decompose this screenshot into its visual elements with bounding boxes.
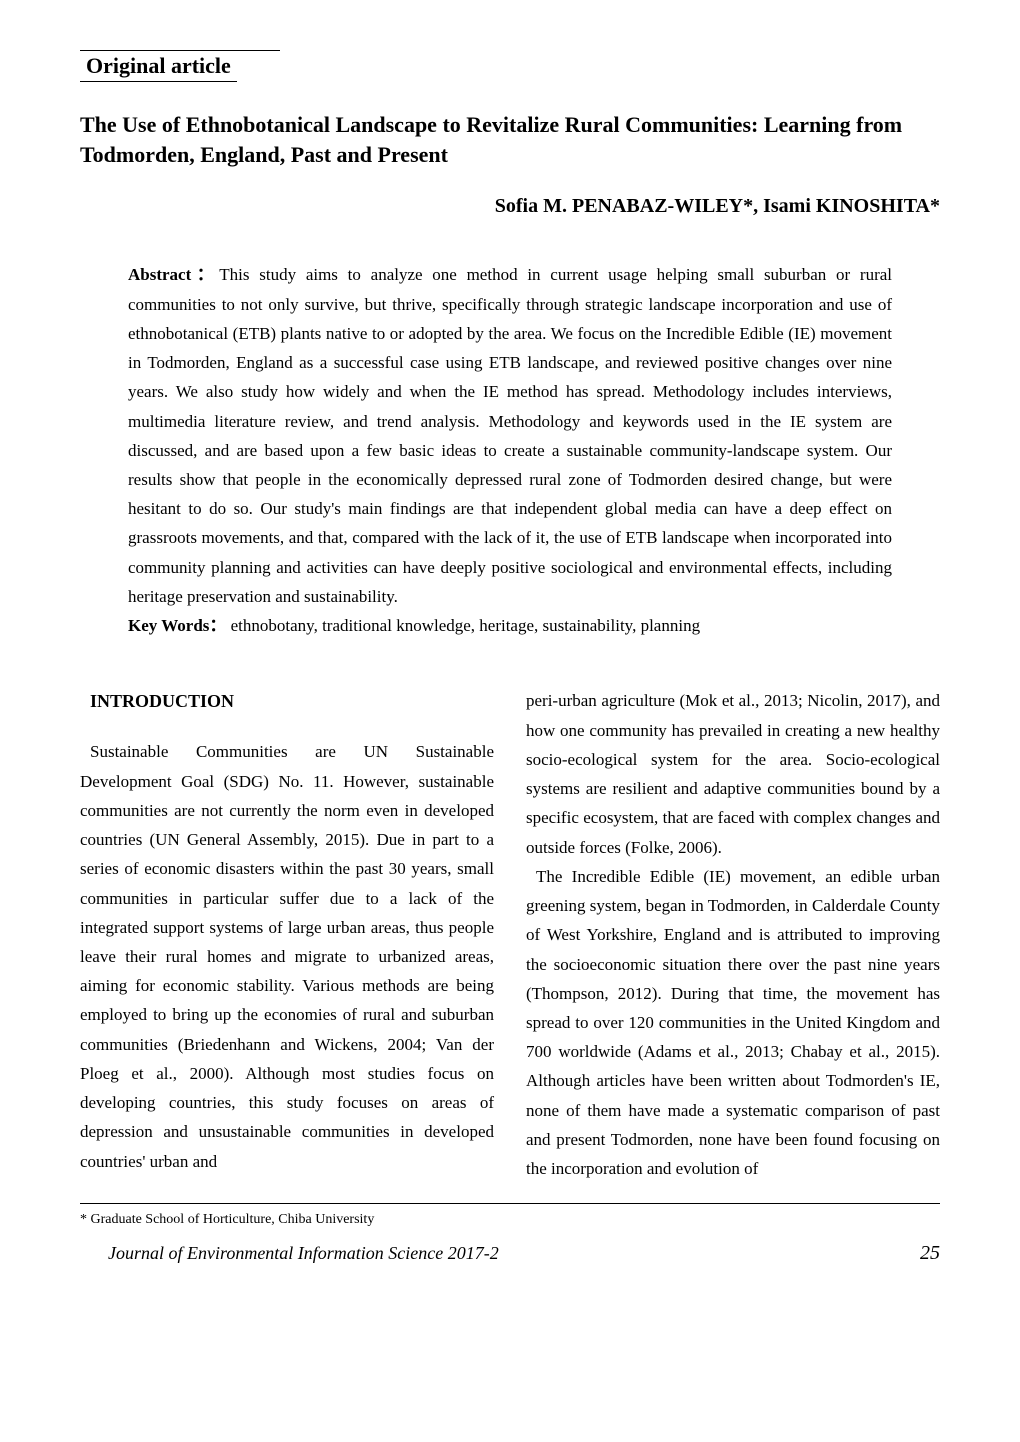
keywords-body: ethnobotany, traditional knowledge, heri… (226, 616, 700, 635)
section-heading-introduction: INTRODUCTION (80, 686, 494, 717)
page-number: 25 (920, 1242, 940, 1265)
body-columns: INTRODUCTION Sustainable Communities are… (80, 686, 940, 1183)
article-type-wrapper: Original article (80, 50, 940, 82)
abstract-label: Abstract： (128, 265, 219, 284)
body-paragraph: Sustainable Communities are UN Sustainab… (80, 737, 494, 1176)
journal-name: Journal of Environmental Information Sci… (80, 1243, 499, 1264)
article-type-top-rule (80, 50, 280, 51)
authors: Sofia M. PENABAZ-WILEY*, Isami KINOSHITA… (80, 195, 940, 218)
body-paragraph: peri-urban agriculture (Mok et al., 2013… (526, 686, 940, 861)
abstract-block: Abstract：This study aims to analyze one … (80, 260, 940, 640)
footer-rule: * Graduate School of Horticulture, Chiba… (80, 1203, 940, 1265)
keywords-paragraph: Key Words： ethnobotany, traditional know… (128, 611, 892, 640)
column-left: INTRODUCTION Sustainable Communities are… (80, 686, 494, 1183)
column-right: peri-urban agriculture (Mok et al., 2013… (526, 686, 940, 1183)
affiliation: * Graduate School of Horticulture, Chiba… (80, 1212, 940, 1228)
abstract-paragraph: Abstract：This study aims to analyze one … (128, 260, 892, 611)
article-title: The Use of Ethnobotanical Landscape to R… (80, 110, 940, 169)
article-type-label: Original article (80, 53, 237, 82)
keywords-label: Key Words： (128, 616, 226, 635)
abstract-body: This study aims to analyze one method in… (128, 265, 892, 606)
body-paragraph: The Incredible Edible (IE) movement, an … (526, 862, 940, 1184)
footer-line: Journal of Environmental Information Sci… (80, 1242, 940, 1265)
